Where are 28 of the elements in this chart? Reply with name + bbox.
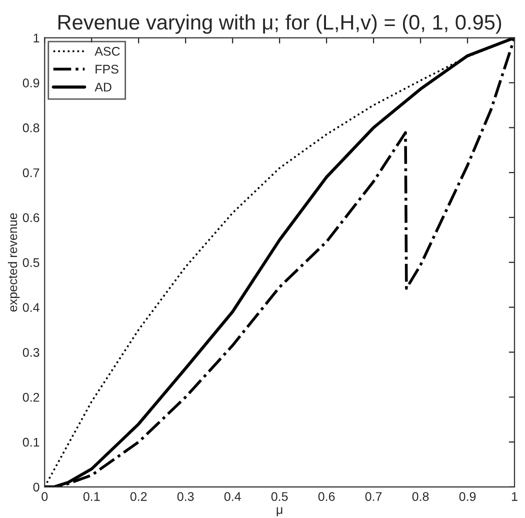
x-tick-label: 0.5 <box>271 492 288 501</box>
y-tick-label: 0.8 <box>22 123 40 132</box>
y-tick-label: 0 <box>33 482 40 492</box>
x-tick-label: 1 <box>512 492 518 501</box>
legend-label: FPS <box>96 64 118 74</box>
x-tick-label: 0 <box>42 492 48 501</box>
legend-label: AD <box>94 82 112 92</box>
y-tick-label: 0.3 <box>22 348 40 357</box>
x-tick-label: 0.1 <box>83 492 100 501</box>
legend-label: ASC <box>94 46 120 56</box>
x-tick-label: 0.9 <box>459 492 476 501</box>
x-tick-label: 0.3 <box>177 492 194 501</box>
y-axis-title: expected revenue <box>8 213 20 312</box>
y-tick-label: 0.2 <box>22 392 40 402</box>
x-tick-label: 0.6 <box>318 492 335 501</box>
y-tick-label: 0.1 <box>22 438 40 447</box>
x-tick-label: 0.4 <box>224 492 241 501</box>
chart-title: Revenue varying with μ; for (L,H,v) = (0, 1, 0.95) <box>58 14 502 34</box>
x-tick-label: 0.7 <box>365 492 382 501</box>
x-axis-title: μ <box>276 507 282 516</box>
y-tick-label: 0.4 <box>22 303 40 312</box>
y-tick-label: 0.5 <box>22 258 40 268</box>
y-tick-label: 0.6 <box>22 213 40 222</box>
y-tick-label: 0.7 <box>22 168 40 178</box>
y-tick-label: 1 <box>34 34 40 42</box>
x-tick-label: 0.8 <box>412 492 429 501</box>
y-tick-label: 0.9 <box>22 78 40 88</box>
x-tick-label: 0.2 <box>130 492 147 501</box>
